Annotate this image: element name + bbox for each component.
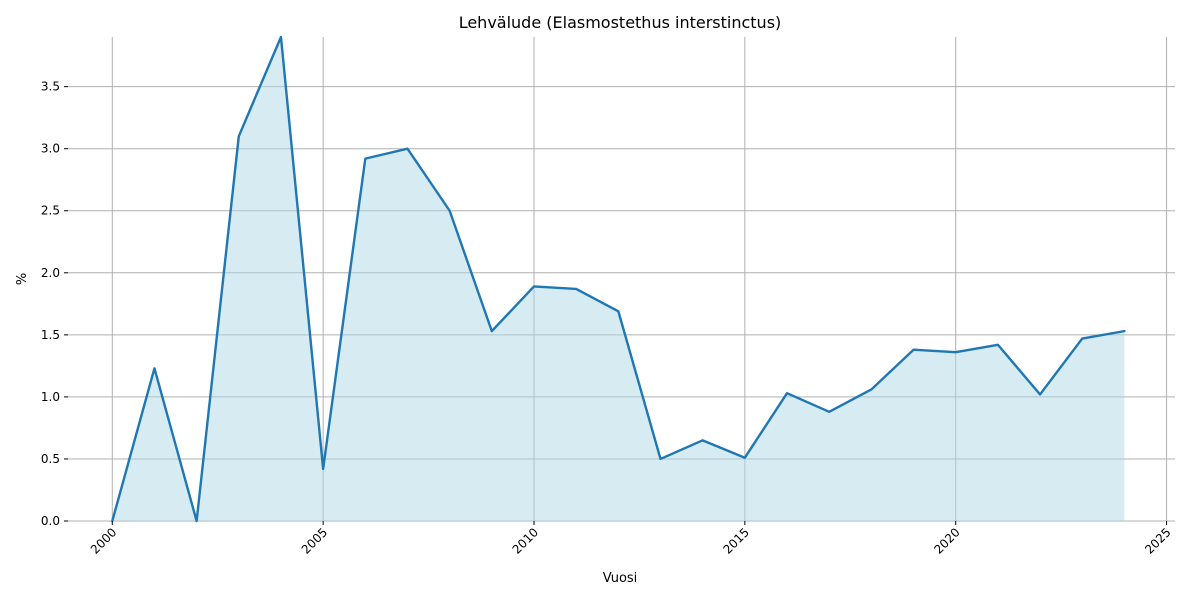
y-tick-label: 2.0 <box>41 266 60 280</box>
x-axis-label: Vuosi <box>603 571 638 586</box>
line-group <box>111 35 1126 523</box>
x-tick-label: 2020 <box>931 525 962 556</box>
x-tick-label: 2005 <box>299 525 330 556</box>
x-axis: 2000 2005 2010 2015 2020 2025 <box>88 521 1174 557</box>
y-tick-label: 3.0 <box>41 142 60 156</box>
y-tick-label: 2.5 <box>41 204 60 218</box>
x-tick-label: 2015 <box>720 525 751 556</box>
x-tick-label: 2010 <box>510 525 541 556</box>
y-tick-label: 0.5 <box>41 452 60 466</box>
area-fill-group <box>112 37 1125 521</box>
y-tick-label: 0.0 <box>41 514 60 528</box>
y-axis-label: % <box>15 273 30 285</box>
x-tick-label: 2025 <box>1142 525 1173 556</box>
x-tick-label: 2000 <box>88 525 119 556</box>
y-axis: 0.0 0.5 1.0 1.5 2.0 2.5 3.0 3.5 <box>41 80 68 528</box>
y-tick-label: 1.0 <box>41 390 60 404</box>
chart-title: Lehvälude (Elasmostethus interstinctus) <box>459 13 782 32</box>
series-area <box>112 37 1125 521</box>
y-tick-label: 1.5 <box>41 328 60 342</box>
y-tick-label: 3.5 <box>41 80 60 94</box>
